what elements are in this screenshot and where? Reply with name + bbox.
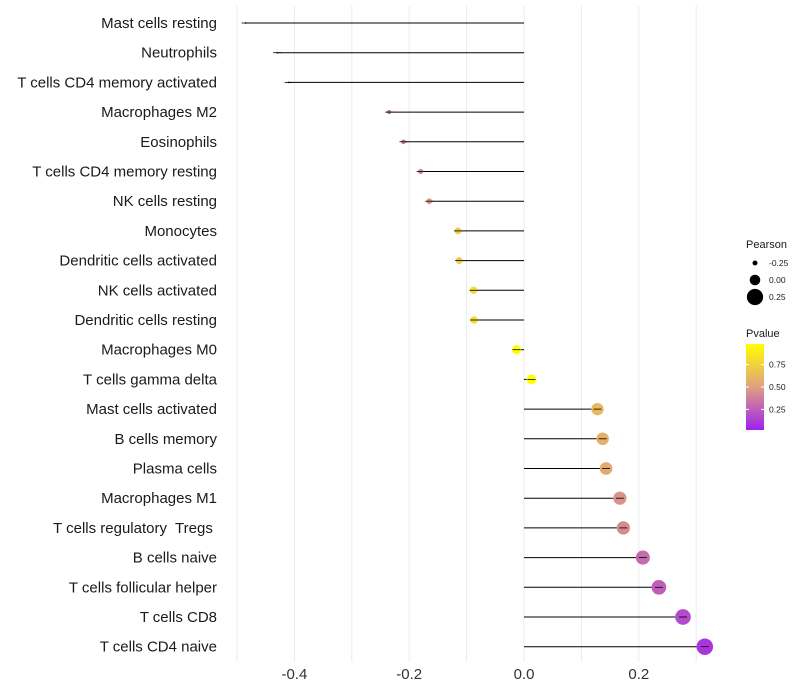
y-axis-label: Dendritic cells resting	[74, 312, 217, 329]
size-legend-label: 0.00	[769, 275, 786, 285]
y-axis-label: NK cells resting	[113, 193, 217, 210]
y-axis-label: B cells memory	[114, 431, 217, 448]
size-legend-dot	[752, 260, 758, 266]
color-legend-bar	[746, 344, 764, 430]
x-tick-label: 0.0	[514, 666, 535, 683]
grid-layer	[236, 6, 697, 662]
y-axis-labels: Mast cells resting Neutrophils T cells CD4…	[17, 15, 217, 656]
y-axis-label: T cells CD8	[140, 609, 217, 626]
size-legend-dot	[749, 274, 761, 286]
y-axis-label: B cells naive	[133, 550, 217, 567]
dot-layer	[241, 22, 714, 655]
size-legend-label: -0.25	[769, 258, 789, 268]
y-axis-label: T cells CD4 memory activated	[17, 74, 217, 91]
y-axis-label: Mast cells resting	[101, 15, 217, 32]
x-tick-label: -0.2	[396, 666, 422, 683]
color-legend-title: Pvalue	[746, 328, 780, 340]
size-legend-items: -0.25 0.00 0.25	[746, 258, 789, 306]
y-axis-label: NK cells activated	[98, 282, 217, 299]
y-axis-label: Neutrophils	[141, 45, 217, 62]
size-legend-title: Pearson	[746, 239, 787, 251]
y-axis-label: Eosinophils	[140, 134, 217, 151]
size-legend-dot	[746, 288, 764, 306]
y-axis-label: T cells follicular helper	[69, 579, 217, 596]
legend: Pearson -0.25 0.00 0.25 Pvalue 0.75 0.50 0.2…	[746, 239, 789, 430]
color-legend-ticks: 0.75 0.50 0.25	[746, 360, 786, 414]
x-tick-label: -0.4	[281, 666, 307, 683]
y-axis-label: Plasma cells	[133, 461, 217, 478]
color-legend-label: 0.75	[769, 360, 786, 370]
y-axis-label: Mast cells activated	[86, 401, 217, 418]
stem-layer	[245, 22, 705, 648]
size-legend-label: 0.25	[769, 292, 786, 302]
y-axis-label: T cells regulatory Tregs	[53, 520, 217, 537]
y-axis-label: T cells CD4 memory resting	[32, 164, 217, 181]
x-axis-ticks: -0.4 -0.2 0.0 0.2	[281, 666, 649, 683]
y-axis-label: Dendritic cells activated	[59, 253, 217, 270]
y-axis-label: T cells CD4 naive	[100, 639, 217, 656]
y-axis-label: Monocytes	[144, 223, 217, 240]
y-axis-label: Macrophages M2	[101, 104, 217, 121]
color-legend-label: 0.25	[769, 404, 786, 414]
y-axis-label: T cells gamma delta	[83, 371, 218, 388]
y-axis-label: Macrophages M1	[101, 490, 217, 507]
color-legend-label: 0.50	[769, 382, 786, 392]
y-axis-label: Macrophages M0	[101, 342, 217, 359]
x-tick-label: 0.2	[628, 666, 649, 683]
